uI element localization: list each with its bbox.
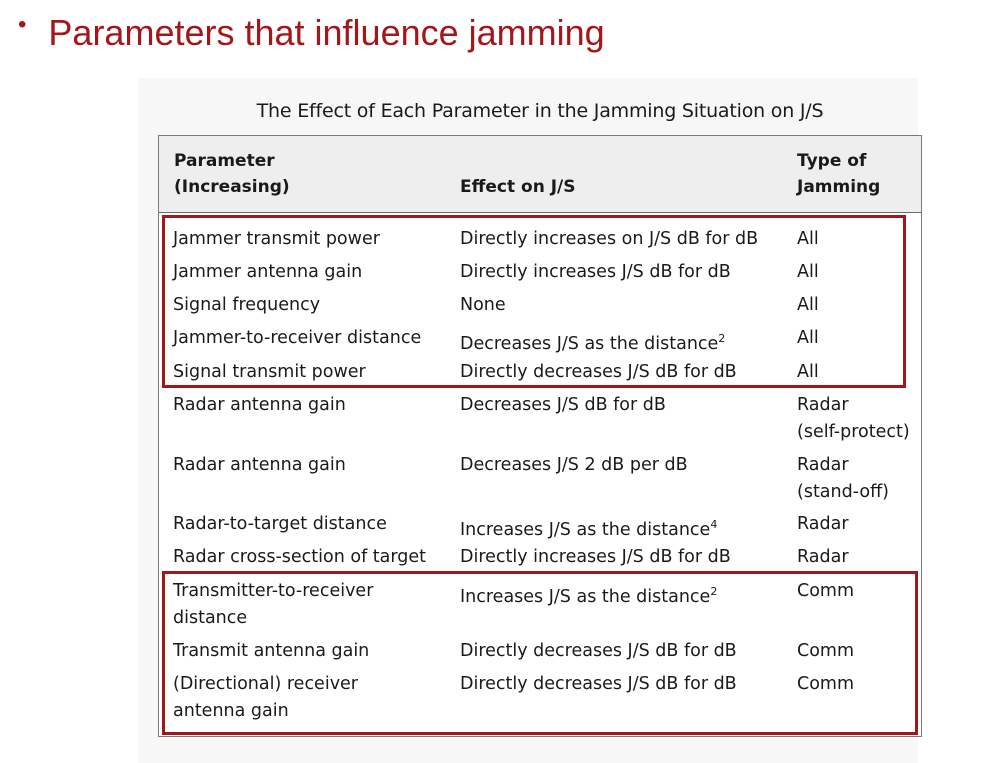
row-jamming-type-line: Radar bbox=[797, 395, 849, 415]
row-jamming-type: Comm bbox=[797, 578, 854, 605]
row-jamming-type: All bbox=[797, 292, 819, 319]
row-effect: Increases J/S as the distance2 bbox=[460, 578, 717, 611]
row-jamming-type-line: All bbox=[797, 229, 819, 249]
row-effect: Directly decreases J/S dB for dB bbox=[460, 359, 737, 386]
row-parameter-line: Transmitter-to-receiver bbox=[173, 581, 374, 601]
row-effect-text: None bbox=[460, 295, 506, 315]
row-jamming-type-line: All bbox=[797, 295, 819, 315]
row-parameter-line: Signal transmit power bbox=[173, 362, 366, 382]
row-jamming-type-line: (self-protect) bbox=[797, 422, 910, 442]
row-jamming-type: All bbox=[797, 325, 819, 352]
row-effect: Decreases J/S as the distance2 bbox=[460, 325, 725, 358]
row-effect-text: Increases J/S as the distance bbox=[460, 587, 711, 607]
header-parameter: Parameter (Increasing) bbox=[174, 148, 290, 200]
row-parameter: Signal transmit power bbox=[173, 359, 366, 386]
header-parameter-line1: Parameter bbox=[174, 151, 275, 171]
row-jamming-type: Radar bbox=[797, 511, 849, 538]
bullet-dot-icon: • bbox=[18, 11, 27, 38]
highlight-box-general bbox=[162, 215, 906, 388]
row-effect-text: Directly decreases J/S dB for dB bbox=[460, 674, 737, 694]
row-effect-exponent: 4 bbox=[710, 518, 718, 531]
slide-bullet: • Parameters that influence jamming bbox=[18, 10, 605, 56]
row-parameter: Radar antenna gain bbox=[173, 452, 346, 479]
row-parameter-line: Transmit antenna gain bbox=[173, 641, 370, 661]
header-type-line2: Jamming bbox=[797, 177, 881, 197]
row-effect: None bbox=[460, 292, 506, 319]
row-parameter: Jammer transmit power bbox=[173, 226, 380, 253]
row-effect: Directly increases J/S dB for dB bbox=[460, 259, 731, 286]
row-parameter-line: Jammer antenna gain bbox=[173, 262, 363, 282]
row-jamming-type: All bbox=[797, 226, 819, 253]
header-effect: Effect on J/S bbox=[460, 174, 576, 200]
table-caption: The Effect of Each Parameter in the Jamm… bbox=[256, 100, 824, 122]
row-jamming-type: Comm bbox=[797, 671, 854, 698]
row-jamming-type: Radar bbox=[797, 544, 849, 571]
jamming-parameter-table: Parameter (Increasing) Effect on J/S Typ… bbox=[158, 135, 922, 737]
slide-title: Parameters that influence jamming bbox=[48, 12, 605, 53]
row-jamming-type-line: Comm bbox=[797, 674, 855, 694]
table-header: Parameter (Increasing) Effect on J/S Typ… bbox=[159, 136, 921, 213]
row-effect: Directly decreases J/S dB for dB bbox=[460, 671, 737, 698]
row-parameter: (Directional) receiver antenna gain bbox=[173, 671, 358, 725]
row-parameter-line: antenna gain bbox=[173, 701, 289, 721]
row-effect: Directly increases J/S dB for dB bbox=[460, 544, 731, 571]
row-effect-exponent: 2 bbox=[710, 585, 718, 598]
row-jamming-type: Comm bbox=[797, 638, 854, 665]
row-parameter-line: Radar antenna gain bbox=[173, 395, 346, 415]
row-parameter: Transmit antenna gain bbox=[173, 638, 369, 665]
row-parameter-line: distance bbox=[173, 608, 248, 628]
row-effect: Directly increases on J/S dB for dB bbox=[460, 226, 758, 253]
row-parameter: Jammer-to-receiver distance bbox=[173, 325, 421, 352]
row-effect-text: Directly increases on J/S dB for dB bbox=[460, 229, 759, 249]
row-jamming-type-line: Radar bbox=[797, 514, 849, 534]
row-effect: Decreases J/S dB for dB bbox=[460, 392, 666, 419]
row-parameter: Radar antenna gain bbox=[173, 392, 346, 419]
row-parameter: Jammer antenna gain bbox=[173, 259, 362, 286]
header-type: Type of Jamming bbox=[797, 148, 880, 200]
row-parameter-line: Signal frequency bbox=[173, 295, 321, 315]
row-effect-text: Directly decreases J/S dB for dB bbox=[460, 641, 737, 661]
row-parameter-line: Jammer-to-receiver distance bbox=[173, 328, 422, 348]
row-effect-text: Directly increases J/S dB for dB bbox=[460, 547, 731, 567]
row-parameter-line: Jammer transmit power bbox=[173, 229, 380, 249]
row-parameter-line: Radar cross-section of target bbox=[173, 547, 427, 567]
row-effect-text: Increases J/S as the distance bbox=[460, 520, 711, 540]
row-parameter: Signal frequency bbox=[173, 292, 320, 319]
highlight-box-comm bbox=[162, 571, 918, 735]
header-type-line1: Type of bbox=[797, 151, 867, 171]
row-jamming-type: Radar (stand-off) bbox=[797, 452, 889, 506]
header-effect-label: Effect on J/S bbox=[460, 177, 576, 197]
row-jamming-type-line: Radar bbox=[797, 455, 849, 475]
row-jamming-type-line: Radar bbox=[797, 547, 849, 567]
row-jamming-type-line: All bbox=[797, 262, 819, 282]
row-effect-text: Directly decreases J/S dB for dB bbox=[460, 362, 737, 382]
row-effect: Decreases J/S 2 dB per dB bbox=[460, 452, 688, 479]
row-jamming-type: All bbox=[797, 259, 819, 286]
row-parameter-line: Radar-to-target distance bbox=[173, 514, 387, 534]
row-jamming-type-line: (stand-off) bbox=[797, 482, 889, 502]
row-effect-text: Decreases J/S as the distance bbox=[460, 334, 719, 354]
row-jamming-type: Radar (self-protect) bbox=[797, 392, 910, 446]
row-jamming-type-line: Comm bbox=[797, 641, 855, 661]
row-parameter: Transmitter-to-receiver distance bbox=[173, 578, 373, 632]
row-parameter: Radar-to-target distance bbox=[173, 511, 387, 538]
row-effect-exponent: 2 bbox=[718, 332, 726, 345]
row-effect-text: Decreases J/S dB for dB bbox=[460, 395, 666, 415]
row-parameter-line: (Directional) receiver bbox=[173, 674, 359, 694]
row-effect-text: Directly increases J/S dB for dB bbox=[460, 262, 731, 282]
row-jamming-type-line: All bbox=[797, 328, 819, 348]
row-jamming-type-line: Comm bbox=[797, 581, 855, 601]
row-jamming-type: All bbox=[797, 359, 819, 386]
row-parameter: Radar cross-section of target bbox=[173, 544, 426, 571]
row-effect: Directly decreases J/S dB for dB bbox=[460, 638, 737, 665]
row-parameter-line: Radar antenna gain bbox=[173, 455, 346, 475]
row-jamming-type-line: All bbox=[797, 362, 819, 382]
row-effect: Increases J/S as the distance4 bbox=[460, 511, 717, 544]
header-parameter-line2: (Increasing) bbox=[174, 177, 290, 197]
row-effect-text: Decreases J/S 2 dB per dB bbox=[460, 455, 688, 475]
